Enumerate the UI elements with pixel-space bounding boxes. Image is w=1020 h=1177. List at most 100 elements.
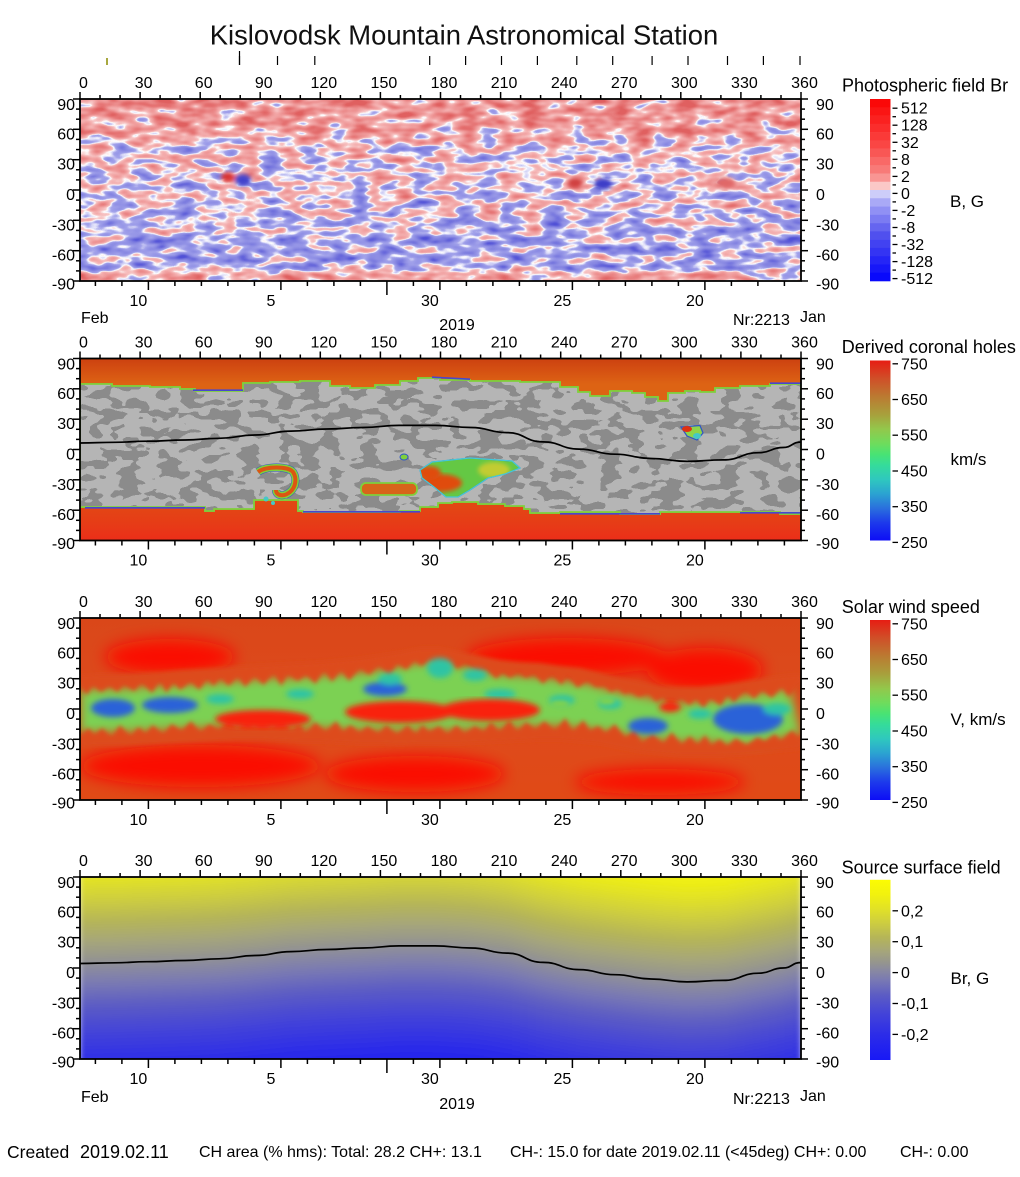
svg-text:150: 150 <box>371 853 398 870</box>
svg-text:90: 90 <box>255 853 273 870</box>
svg-text:90: 90 <box>57 875 75 892</box>
svg-text:-128: -128 <box>901 254 933 271</box>
svg-text:60: 60 <box>816 645 834 662</box>
svg-text:0: 0 <box>79 853 88 870</box>
svg-text:-60: -60 <box>816 248 839 265</box>
svg-text:0: 0 <box>901 965 910 982</box>
svg-text:210: 210 <box>491 335 518 352</box>
svg-text:-30: -30 <box>816 995 839 1012</box>
svg-text:-30: -30 <box>52 477 75 494</box>
svg-text:0: 0 <box>66 447 75 464</box>
svg-text:90: 90 <box>255 75 273 92</box>
svg-text:350: 350 <box>901 499 928 516</box>
svg-text:300: 300 <box>671 594 698 611</box>
svg-text:32: 32 <box>901 135 919 152</box>
svg-text:270: 270 <box>611 75 638 92</box>
svg-text:90: 90 <box>255 594 273 611</box>
svg-text:60: 60 <box>57 386 75 403</box>
svg-text:10: 10 <box>130 1071 148 1088</box>
svg-text:10: 10 <box>130 293 148 310</box>
svg-text:90: 90 <box>57 97 75 114</box>
svg-text:30: 30 <box>57 157 75 174</box>
svg-text:-90: -90 <box>52 536 75 553</box>
svg-text:60: 60 <box>195 594 213 611</box>
svg-text:240: 240 <box>551 853 578 870</box>
svg-text:20: 20 <box>686 1071 704 1088</box>
svg-text:150: 150 <box>371 594 398 611</box>
svg-text:450: 450 <box>901 464 928 481</box>
svg-text:-0,1: -0,1 <box>901 996 929 1013</box>
svg-text:-90: -90 <box>816 277 839 294</box>
svg-text:270: 270 <box>611 594 638 611</box>
svg-text:120: 120 <box>310 335 337 352</box>
svg-text:Source surface field: Source surface field <box>842 858 1001 878</box>
svg-text:-90: -90 <box>816 1055 839 1072</box>
svg-text:30: 30 <box>816 935 834 952</box>
svg-text:0: 0 <box>66 187 75 204</box>
svg-text:120: 120 <box>310 594 337 611</box>
svg-text:330: 330 <box>731 594 758 611</box>
svg-text:30: 30 <box>421 812 439 829</box>
svg-text:0: 0 <box>79 594 88 611</box>
svg-text:CH-: 15.0 for date 2019.02.11: CH-: 15.0 for date 2019.02.11 (<45deg) C… <box>510 1144 866 1161</box>
svg-text:60: 60 <box>816 386 834 403</box>
svg-text:-60: -60 <box>52 767 75 784</box>
svg-text:60: 60 <box>57 126 75 143</box>
svg-text:90: 90 <box>57 616 75 633</box>
svg-text:-90: -90 <box>52 1055 75 1072</box>
svg-text:Derived coronal holes: Derived coronal holes <box>842 337 1016 357</box>
svg-text:-60: -60 <box>816 767 839 784</box>
svg-text:0: 0 <box>79 335 88 352</box>
svg-text:360: 360 <box>791 594 818 611</box>
svg-text:90: 90 <box>816 875 834 892</box>
svg-text:Photospheric field Br: Photospheric field Br <box>842 76 1008 96</box>
svg-text:25: 25 <box>554 293 572 310</box>
svg-text:20: 20 <box>686 553 704 570</box>
svg-text:550: 550 <box>901 688 928 705</box>
svg-text:330: 330 <box>731 335 758 352</box>
svg-text:300: 300 <box>671 853 698 870</box>
svg-text:-512: -512 <box>901 271 933 288</box>
svg-text:210: 210 <box>491 75 518 92</box>
svg-text:240: 240 <box>551 75 578 92</box>
svg-text:0: 0 <box>66 706 75 723</box>
svg-text:180: 180 <box>431 75 458 92</box>
svg-text:-90: -90 <box>816 536 839 553</box>
svg-text:B, G: B, G <box>950 192 984 211</box>
svg-text:10: 10 <box>130 553 148 570</box>
svg-text:180: 180 <box>431 335 458 352</box>
svg-text:Solar wind speed: Solar wind speed <box>842 597 980 617</box>
svg-text:-90: -90 <box>52 796 75 813</box>
svg-text:8: 8 <box>901 152 910 169</box>
svg-text:60: 60 <box>57 904 75 921</box>
svg-text:Nr:2213: Nr:2213 <box>733 312 790 329</box>
svg-text:270: 270 <box>611 853 638 870</box>
svg-text:-60: -60 <box>816 1026 839 1043</box>
svg-text:30: 30 <box>135 594 153 611</box>
svg-text:60: 60 <box>195 75 213 92</box>
svg-text:-2: -2 <box>901 203 915 220</box>
svg-text:650: 650 <box>901 652 928 669</box>
svg-text:90: 90 <box>57 357 75 374</box>
svg-text:-60: -60 <box>52 248 75 265</box>
svg-text:0: 0 <box>79 75 88 92</box>
svg-text:-30: -30 <box>52 995 75 1012</box>
svg-text:0: 0 <box>816 965 825 982</box>
svg-text:0,1: 0,1 <box>901 934 923 951</box>
svg-text:30: 30 <box>816 416 834 433</box>
svg-text:512: 512 <box>901 101 928 118</box>
svg-text:Br, G: Br, G <box>951 969 990 988</box>
svg-text:V, km/s: V, km/s <box>951 710 1006 729</box>
svg-text:2019.02.11: 2019.02.11 <box>80 1142 169 1162</box>
svg-text:90: 90 <box>255 335 273 352</box>
svg-text:Feb: Feb <box>81 310 109 327</box>
svg-text:30: 30 <box>816 157 834 174</box>
svg-text:-32: -32 <box>901 237 924 254</box>
svg-text:350: 350 <box>901 759 928 776</box>
svg-text:30: 30 <box>816 676 834 693</box>
svg-text:650: 650 <box>901 392 928 409</box>
svg-text:240: 240 <box>551 594 578 611</box>
svg-text:0: 0 <box>816 706 825 723</box>
svg-text:30: 30 <box>135 335 153 352</box>
svg-text:Kislovodsk Mountain Astronomic: Kislovodsk Mountain Astronomical Station <box>210 20 719 51</box>
